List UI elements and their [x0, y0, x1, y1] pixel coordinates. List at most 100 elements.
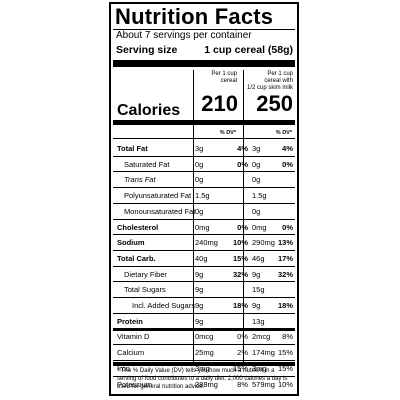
nutrient-name: Polyunsaturated Fat: [124, 191, 192, 201]
nutrient-pct1: 15%: [232, 253, 248, 263]
nutrient-pct2: 13%: [277, 238, 293, 248]
nutrient-amt2: 290mg: [252, 238, 275, 248]
nutrient-amt2: 15g: [252, 285, 265, 295]
nutrient-pct1: 0%: [237, 222, 248, 232]
nutrient-row: Incl. Added Sugars 9g 18% 9g 18%: [113, 298, 295, 314]
nutrient-name: Monounsaturated Fat: [124, 206, 196, 216]
nutrient-amt2: 579mg: [252, 379, 275, 389]
nutrient-row-divider: [113, 155, 295, 157]
nutrient-row: Trans Fat 0g 0g: [113, 172, 295, 188]
column-divider-middle: [243, 70, 244, 362]
nutrient-row-divider: [113, 218, 295, 220]
nutrient-pct2: 8%: [282, 332, 293, 342]
nutrient-amt2: 46g: [252, 253, 265, 263]
footnote-thick-bar: [113, 362, 295, 366]
nutrient-row: Potassium 388mg 8% 579mg 10%: [113, 377, 295, 393]
nutrient-row: Total Fat 3g 4% 3g 4%: [113, 141, 295, 157]
nutrient-amt1: 9g: [195, 269, 204, 279]
title-divider: [113, 29, 295, 30]
nutrient-row: Polyunsaturated Fat 1.5g 1.5g: [113, 188, 295, 204]
nutrient-pct1: 10%: [232, 238, 248, 248]
nutrient-row: Saturated Fat 0g 0% 0g 0%: [113, 157, 295, 173]
servings-per-container: About 7 servings per container: [116, 30, 252, 41]
dv-header-col2: % DV*: [275, 130, 292, 136]
nutrient-pct1: 0%: [237, 159, 248, 169]
nutrient-row-divider: [113, 297, 295, 298]
nutrient-pct2: 0%: [282, 159, 293, 169]
column1-header-line: cereal: [220, 78, 237, 84]
nutrient-pct2: 18%: [277, 301, 293, 310]
nutrient-row: Calcium 25mg 2% 174mg 15%: [113, 345, 295, 361]
nutrient-pct2: 10%: [277, 379, 293, 389]
nutrient-amt1: 0g: [195, 206, 204, 216]
nutrient-name: Incl. Added Sugars: [132, 301, 195, 310]
nutrient-row-divider: [113, 312, 295, 314]
nutrient-amt2: 0g: [252, 206, 261, 216]
nutrient-amt2: 9g: [252, 269, 261, 279]
nutrient-name: Calcium: [117, 348, 145, 358]
nutrient-amt1: 9g: [195, 301, 204, 310]
nutrition-label-frame: [109, 2, 299, 396]
daily-value-footnote: * The % Daily Value (DV) tells you how m…: [117, 368, 288, 390]
nutrient-pct1: 32%: [232, 269, 248, 279]
nutrient-amt1: 388mg: [195, 379, 218, 389]
nutrient-row: Vitamin D 0mcg 0% 2mcg 8%: [113, 329, 295, 345]
nutrient-name: Total Sugars: [124, 285, 166, 295]
dv-header-divider: [113, 138, 295, 139]
nutrient-amt1: 40g: [195, 253, 208, 263]
nutrient-row: Iron 3mg 15% 3mg 15%: [113, 361, 295, 377]
nutrient-name: Protein: [117, 316, 143, 326]
nutrient-pct1: 0%: [237, 332, 248, 342]
nutrient-amt1: 0mg: [195, 222, 210, 232]
nutrient-pct1: 8%: [237, 379, 248, 389]
nutrient-amt1: 1.5g: [195, 191, 210, 201]
nutrient-pct2: 17%: [277, 253, 293, 263]
nutrient-amt2: 2mcg: [252, 332, 271, 342]
nutrient-amt2: 174mg: [252, 348, 275, 358]
nutrient-amt2: 0g: [252, 175, 261, 185]
nutrient-name: Total Fat: [117, 144, 148, 153]
nutrient-name: Vitamin D: [117, 332, 150, 342]
nutrient-row-divider: [113, 171, 295, 173]
column2-header: Per 1 cup cereal with 1/2 cup skim milk: [245, 71, 293, 92]
serving-size-value: 1 cup cereal (58g): [204, 44, 293, 56]
nutrient-row-divider: [113, 202, 295, 204]
nutrient-row: Cholesterol 0mg 0% 0mg 0%: [113, 220, 295, 236]
nutrient-amt2: 3g: [252, 144, 261, 153]
nutrient-amt2: 1.5g: [252, 191, 267, 201]
column2-header-line: cereal with: [264, 78, 293, 84]
column2-header-line: Per 1 cup: [267, 71, 293, 77]
label-title: Nutrition Facts: [115, 4, 274, 29]
nutrient-row: Protein 9g 13g: [113, 314, 295, 330]
nutrient-amt2: 9g: [252, 301, 261, 310]
nutrient-name: Iron: [117, 363, 130, 373]
nutrient-row: Dietary Fiber 9g 32% 9g 32%: [113, 267, 295, 283]
nutrient-row-divider: [113, 375, 295, 377]
nutrient-amt1: 3g: [195, 144, 204, 153]
nutrient-row-divider: [113, 249, 295, 251]
nutrient-pct1: 15%: [232, 363, 248, 373]
nutrient-pct1: 4%: [237, 144, 248, 153]
nutrient-pct1: 18%: [232, 301, 248, 310]
nutrient-row-divider: [113, 344, 295, 346]
nutrient-amt1: 240mg: [195, 238, 218, 248]
nutrient-name: Cholesterol: [117, 222, 159, 232]
nutrient-name: Sodium: [117, 238, 145, 248]
nutrient-amt2: 0g: [252, 159, 261, 169]
nutrient-row-divider: [113, 234, 295, 236]
calories-col2: 250: [256, 91, 293, 116]
nutrient-amt1: 9g: [195, 285, 204, 295]
nutrient-amt2: 3mg: [252, 363, 267, 373]
nutrient-amt1: 0g: [195, 175, 204, 185]
serving-thick-bar: [113, 60, 295, 67]
nutrient-amt1: 0g: [195, 159, 204, 169]
nutrient-row: Total Carb. 40g 15% 46g 17%: [113, 251, 295, 267]
nutrient-pct2: 15%: [277, 348, 293, 358]
nutrient-amt2: 13g: [252, 316, 265, 326]
nutrient-row: Sodium 240mg 10% 290mg 13%: [113, 235, 295, 251]
column1-header-line: Per 1 cup: [211, 71, 237, 77]
calories-label: Calories: [117, 102, 181, 119]
nutrient-amt1: 9g: [195, 316, 204, 326]
nutrient-row-divider: [113, 187, 295, 189]
serving-size-label: Serving size: [116, 44, 178, 56]
